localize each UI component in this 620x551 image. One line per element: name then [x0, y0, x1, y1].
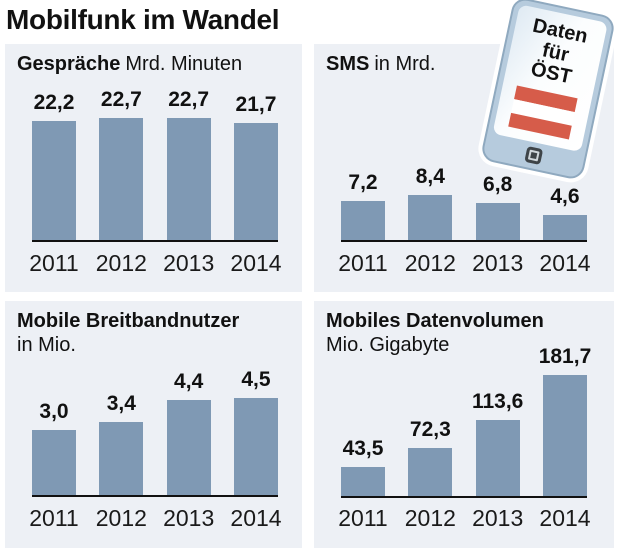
bar-column-2014: 4,6	[542, 118, 587, 240]
chart-title: SMS in Mrd.	[326, 52, 435, 76]
phone-badge-text: Daten für ÖST	[522, 15, 590, 91]
value-label: 6,8	[483, 173, 513, 196]
year-label: 2011	[29, 505, 79, 531]
bar-gespraeche-2012	[99, 118, 144, 240]
infographic-title: Mobilfunk im Wandel	[6, 4, 280, 35]
year-label: 2013	[163, 250, 215, 276]
bar-column-2013: 4,4	[166, 370, 211, 495]
bar-datenvolumen-2014	[542, 375, 587, 496]
chart-title-bold: Mobiles Datenvolumen	[326, 310, 544, 332]
bar-sms-2014	[542, 215, 587, 240]
bar-column-2012: 3,4	[99, 392, 144, 495]
chart-title-bold: Gespräche	[17, 53, 121, 75]
year-label: 2014	[539, 250, 591, 276]
year-label: 2012	[404, 505, 456, 531]
value-label: 3,0	[39, 400, 69, 423]
bar-column-2011: 7,2	[341, 118, 385, 240]
chart-title: Mobile Breitbandnutzer in Mio.	[17, 309, 239, 358]
chart-title-bold: SMS	[326, 53, 370, 75]
value-label: 181,7	[538, 345, 592, 368]
chart-panel-datenvolumen: Mobiles Datenvolumen Mio. Gigabyte 43,5 72…	[314, 301, 614, 548]
value-label: 4,5	[241, 368, 271, 391]
bar-datenvolumen-2013	[475, 420, 520, 496]
x-axis-labels: 2011 2012 2013 2014	[338, 250, 591, 277]
home-button-inner	[527, 149, 540, 162]
bar-breitbandnutzer-2012	[99, 422, 144, 495]
bar-sms-2013	[475, 203, 520, 240]
bar-sms-2011	[341, 201, 385, 240]
bar-column-2011: 43,5	[341, 375, 385, 496]
chart-title-unit: Mrd. Minuten	[125, 53, 243, 75]
bar-chart: 22,2 22,7 22,7 21,7	[32, 88, 278, 242]
value-label: 22,7	[100, 88, 142, 111]
year-label: 2014	[230, 505, 282, 531]
chart-title-unit: Mio. Gigabyte	[326, 334, 450, 357]
bar-chart: 43,5 72,3 113,6 181,7	[341, 345, 591, 498]
value-label: 22,2	[33, 91, 75, 114]
home-button-icon	[524, 146, 544, 165]
bar-column-2013: 113,6	[472, 375, 523, 496]
year-label: 2012	[95, 250, 147, 276]
bar-column-2013: 6,8	[475, 118, 520, 240]
value-label: 4,6	[550, 185, 580, 208]
year-label: 2011	[338, 250, 388, 276]
value-label: 22,7	[168, 88, 210, 111]
bar-column-2012: 8,4	[408, 118, 453, 240]
bar-datenvolumen-2011	[341, 467, 385, 496]
chart-title-unit: in Mrd.	[374, 53, 436, 75]
bar-chart: 7,2 8,4 6,8 4,6	[341, 118, 587, 242]
bar-column-2011: 3,0	[32, 398, 76, 495]
value-label: 43,5	[342, 437, 384, 460]
bar-gespraeche-2011	[32, 121, 76, 240]
year-label: 2014	[539, 505, 591, 531]
value-label: 21,7	[235, 93, 277, 116]
bar-column-2011: 22,2	[32, 91, 76, 240]
chart-title: Mobiles Datenvolumen Mio. Gigabyte	[326, 309, 544, 358]
year-label: 2011	[338, 505, 388, 531]
value-label: 8,4	[415, 165, 445, 188]
chart-title: Gespräche Mrd. Minuten	[17, 52, 242, 76]
value-label: 113,6	[471, 390, 524, 413]
chart-title-bold: Mobile Breitbandnutzer	[17, 310, 240, 332]
bar-column-2014: 181,7	[539, 345, 591, 496]
value-label: 72,3	[409, 418, 451, 441]
year-label: 2012	[404, 250, 456, 276]
year-label: 2011	[29, 250, 79, 276]
year-label: 2012	[95, 505, 147, 531]
x-axis-labels: 2011 2012 2013 2014	[338, 505, 591, 532]
x-axis-labels: 2011 2012 2013 2014	[29, 250, 282, 277]
bar-column-2014: 4,5	[233, 368, 278, 495]
bar-sms-2012	[408, 195, 453, 240]
phone-screen: Daten für ÖST	[492, 4, 608, 153]
value-label: 7,2	[348, 171, 378, 194]
austria-flag-icon	[508, 85, 578, 140]
year-label: 2013	[472, 250, 524, 276]
bar-chart: 3,0 3,4 4,4 4,5	[32, 368, 278, 497]
bar-column-2012: 22,7	[99, 88, 144, 240]
bar-gespraeche-2013	[166, 118, 211, 240]
bar-column-2012: 72,3	[408, 375, 453, 496]
chart-panel-gespraeche: Gespräche Mrd. Minuten 22,2 22,7 22,7 21,7 2…	[5, 44, 302, 292]
bar-breitbandnutzer-2013	[166, 400, 211, 495]
year-label: 2014	[230, 250, 282, 276]
bar-breitbandnutzer-2014	[233, 398, 278, 495]
year-label: 2013	[163, 505, 215, 531]
year-label: 2013	[472, 505, 524, 531]
chart-title-unit: in Mio.	[17, 334, 76, 357]
bar-datenvolumen-2012	[408, 448, 453, 496]
value-label: 4,4	[174, 370, 204, 393]
chart-panel-breitbandnutzer: Mobile Breitbandnutzer in Mio. 3,0 3,4 4,4 4…	[5, 301, 302, 548]
x-axis-labels: 2011 2012 2013 2014	[29, 505, 282, 532]
bar-breitbandnutzer-2011	[32, 430, 76, 495]
value-label: 3,4	[106, 392, 136, 415]
bar-gespraeche-2014	[233, 123, 278, 240]
bar-column-2013: 22,7	[166, 88, 211, 240]
bar-column-2014: 21,7	[233, 93, 278, 240]
